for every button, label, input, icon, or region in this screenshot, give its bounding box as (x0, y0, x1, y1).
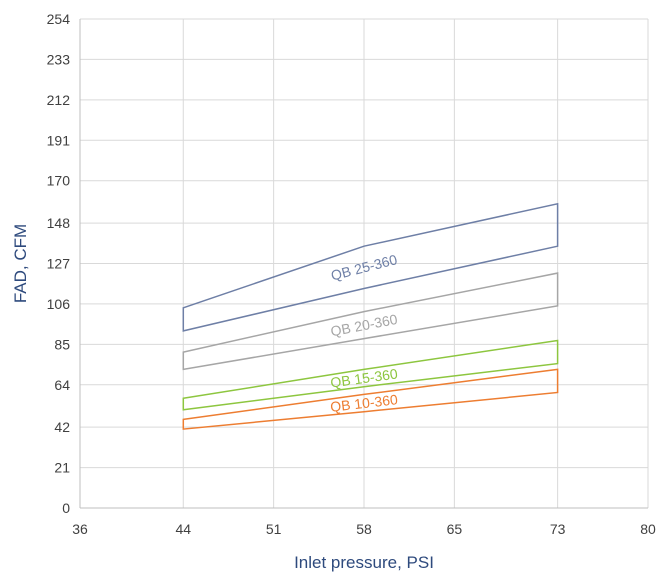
axes (79, 19, 648, 509)
ticks: 0 21 42 64 85 106 127 148 170 191 212 233 254 36 44 51 5… (47, 11, 656, 537)
bands (182, 202, 559, 430)
y-axis-title: FAD, CFM (11, 224, 30, 303)
y-tick-label: 212 (47, 92, 71, 108)
x-tick-label: 65 (447, 521, 463, 537)
y-tick-label: 233 (47, 51, 71, 67)
x-tick-label: 73 (550, 521, 566, 537)
x-axis-title: Inlet pressure, PSI (294, 553, 434, 572)
band-qb-10-360 (182, 368, 559, 430)
y-tick-label: 42 (54, 419, 70, 435)
x-tick-label: 44 (175, 521, 191, 537)
y-tick-label: 191 (47, 132, 71, 148)
x-tick-label: 36 (72, 521, 88, 537)
y-tick-label: 127 (47, 256, 71, 272)
band-label: QB 10-360 (329, 391, 398, 415)
x-tick-label: 58 (356, 521, 372, 537)
y-tick-label: 21 (54, 460, 70, 476)
y-tick-label: 254 (47, 11, 71, 27)
y-tick-label: 170 (47, 173, 71, 189)
y-tick-label: 106 (47, 296, 71, 312)
band-qb-25-360 (182, 202, 559, 332)
y-tick-label: 85 (54, 336, 70, 352)
x-tick-label: 51 (266, 521, 282, 537)
band-qb-15-360 (182, 339, 559, 411)
y-tick-label: 64 (54, 377, 70, 393)
band-qb-20-360 (182, 272, 559, 371)
y-tick-label: 148 (47, 215, 71, 231)
x-tick-label: 80 (640, 521, 656, 537)
y-tick-label: 0 (62, 500, 70, 516)
